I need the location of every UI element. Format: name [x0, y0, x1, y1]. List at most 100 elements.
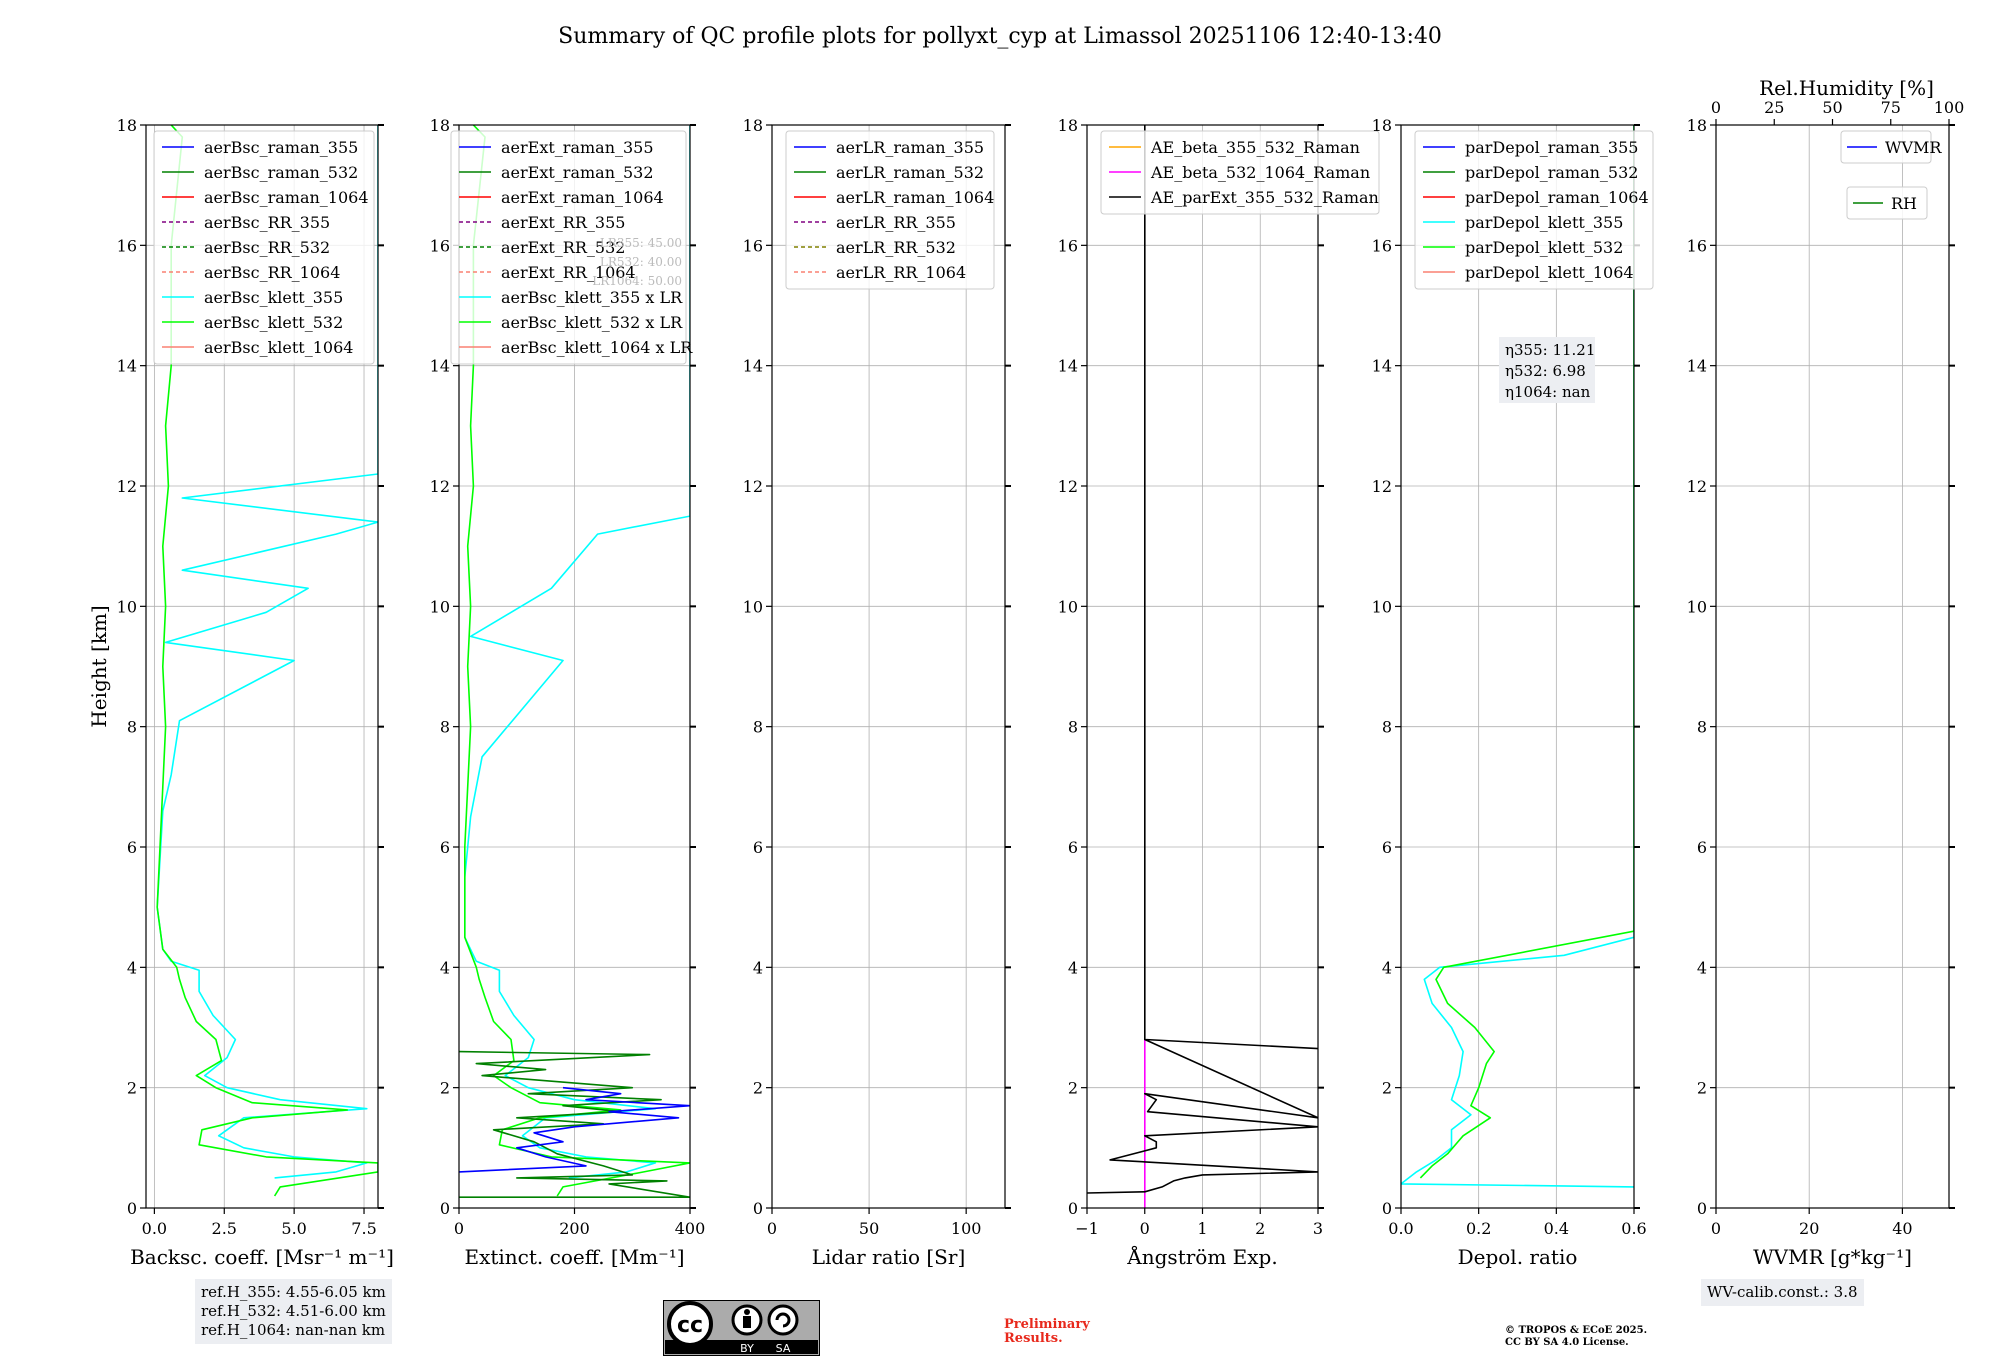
- y-tick-label: 18: [1372, 116, 1392, 135]
- copyright-line-2: CC BY SA 4.0 License.: [1505, 1337, 1629, 1348]
- legend: AE_beta_355_532_Raman AE_beta_532_1064_Ra…: [1100, 130, 1380, 215]
- y-tick-label: 12: [117, 477, 137, 496]
- preliminary-results-note: Preliminary Results.: [1004, 1318, 1090, 1346]
- top-x-tick-label: 75: [1881, 98, 1901, 117]
- legend-entry: aerLR_RR_1064: [836, 263, 966, 282]
- cc-by-sa-badge: cc BY SA: [663, 1300, 820, 1356]
- y-tick-label: 0: [1382, 1199, 1392, 1218]
- y-tick-label: 6: [1068, 838, 1078, 857]
- axes-frame: [771, 124, 1006, 1209]
- legend-entry: parDepol_raman_532: [1465, 163, 1638, 182]
- legend-entry: aerBsc_raman_532: [204, 163, 358, 182]
- y-tick-label: 10: [1058, 597, 1078, 616]
- legend-entry: aerBsc_klett_532: [204, 313, 343, 332]
- lidar-ratio-note: LR355: 45.00: [600, 236, 682, 250]
- y-tick-label: 8: [1697, 718, 1707, 737]
- series-aerbsc-klett-355-x-lr: [464, 125, 690, 1179]
- y-tick-label: 14: [1687, 357, 1707, 376]
- legend-entry: AE_beta_355_532_Raman: [1150, 138, 1360, 157]
- y-tick-label: 6: [1697, 838, 1707, 857]
- x-tick-label: 40: [1892, 1219, 1912, 1238]
- y-tick-label: 12: [1058, 477, 1078, 496]
- x-tick-label: 400: [675, 1219, 706, 1238]
- y-tick-label: 8: [440, 718, 450, 737]
- y-tick-label: 0: [440, 1199, 450, 1218]
- x-tick-label: 0: [454, 1219, 464, 1238]
- legend-entry: aerExt_RR_532: [501, 238, 625, 257]
- copyright-line-1: © TROPOS & ECoE 2025.: [1505, 1325, 1648, 1336]
- preliminary-line-2: Results.: [1004, 1331, 1063, 1346]
- y-tick-label: 0: [1697, 1199, 1707, 1218]
- panel-lidar_ratio: 0 2 4 6 8 10 12 14 16 18 0 50 100 Lidar ratio [Sr] aer…: [743, 116, 1011, 1269]
- legend-entry: aerBsc_raman_355: [204, 138, 358, 157]
- y-tick-label: 4: [440, 958, 450, 977]
- legend-entry: aerLR_raman_355: [836, 138, 984, 157]
- legend-entry: aerExt_RR_1064: [501, 263, 636, 282]
- x-tick-label: 0.4: [1544, 1219, 1569, 1238]
- y-tick-label: 4: [127, 958, 137, 977]
- legend-entry: aerBsc_RR_355: [204, 213, 330, 232]
- panel-backscatter: 0 2 4 6 8 10 12 14 16 18 0.0 2.5 5.0 7.5 Backsc. coeff…: [87, 116, 394, 1269]
- series-ae-parext-355-532-raman: [1087, 125, 1318, 1194]
- y-tick-label: 18: [430, 116, 450, 135]
- legend: parDepol_raman_355 parDepol_raman_532 parD…: [1414, 130, 1654, 290]
- y-tick-label: 4: [1068, 958, 1078, 977]
- x-tick-label: 0: [1140, 1219, 1150, 1238]
- series-aerbsc-klett-532: [156, 125, 378, 1197]
- legend-box: [1414, 130, 1654, 290]
- legend-entry: aerLR_raman_532: [836, 163, 984, 182]
- y-tick-label: 12: [430, 477, 450, 496]
- x-tick-label: 0.6: [1621, 1219, 1646, 1238]
- panel-extinction: 0 2 4 6 8 10 12 14 16 18 0 200 400 Extinct. coeff. [M…: [430, 116, 706, 1269]
- legend-entry: aerExt_RR_355: [501, 213, 625, 232]
- y-tick-label: 16: [430, 236, 450, 255]
- x-tick-label: 3: [1313, 1219, 1323, 1238]
- x-axis-label: Lidar ratio [Sr]: [812, 1245, 966, 1269]
- legend-box: [1840, 130, 1932, 164]
- legend-entry: aerBsc_RR_1064: [204, 263, 340, 282]
- x-tick-label: 200: [559, 1219, 590, 1238]
- y-tick-label: 16: [1687, 236, 1707, 255]
- y-tick-label: 10: [1372, 597, 1392, 616]
- x-tick-label: 2.5: [212, 1219, 237, 1238]
- legend-entry: parDepol_raman_1064: [1465, 188, 1649, 207]
- x-axis-label: Ångström Exp.: [1126, 1244, 1277, 1269]
- x-tick-label: 0.2: [1466, 1219, 1491, 1238]
- x-tick-label: 20: [1799, 1219, 1819, 1238]
- axes-frame: [1715, 124, 1950, 1209]
- annotations: η355: 11.21 η532: 6.98 η1064: nan: [1499, 337, 1595, 403]
- ref-height-355: ref.H_355: 4.55-6.05 km: [201, 1283, 386, 1301]
- legend-box: [1846, 186, 1928, 220]
- legend-entry: parDepol_klett_532: [1465, 238, 1623, 257]
- y-tick-label: 2: [1068, 1079, 1078, 1098]
- x-tick-label: 0: [767, 1219, 777, 1238]
- y-tick-label: 2: [440, 1079, 450, 1098]
- legend-entry: parDepol_klett_1064: [1465, 263, 1634, 282]
- legend-entry: WVMR: [1885, 138, 1942, 157]
- series-group: [459, 125, 690, 1198]
- y-tick-label: 0: [1068, 1199, 1078, 1218]
- series-pardepol-klett-355: [1401, 125, 1634, 1188]
- legend-entry: aerBsc_klett_1064 x LR: [501, 338, 693, 357]
- y-tick-label: 6: [1382, 838, 1392, 857]
- eta-value: η355: 11.21: [1505, 341, 1595, 359]
- y-tick-label: 2: [127, 1079, 137, 1098]
- top-x-tick-label: 25: [1764, 98, 1784, 117]
- y-tick-label: 6: [127, 838, 137, 857]
- figure-title: Summary of QC profile plots for pollyxt_…: [558, 24, 1442, 49]
- y-tick-label: 10: [743, 597, 763, 616]
- y-tick-label: 10: [430, 597, 450, 616]
- y-tick-label: 2: [753, 1079, 763, 1098]
- legend-entry: RH: [1891, 194, 1917, 213]
- series-aerbsc-klett-532-x-lr: [464, 125, 690, 1197]
- legend: WVMR RH: [1840, 130, 1942, 220]
- legend-entry: parDepol_klett_355: [1465, 213, 1623, 232]
- legend-box: [1100, 130, 1380, 215]
- top-axis-label: Rel.Humidity [%]: [1759, 76, 1934, 100]
- series-group: [1087, 125, 1318, 1208]
- x-tick-label: 0: [1711, 1219, 1721, 1238]
- x-axis-label: Backsc. coeff. [Msr⁻¹ m⁻¹]: [130, 1245, 394, 1269]
- y-tick-label: 16: [743, 236, 763, 255]
- top-x-tick-label: 0: [1711, 98, 1721, 117]
